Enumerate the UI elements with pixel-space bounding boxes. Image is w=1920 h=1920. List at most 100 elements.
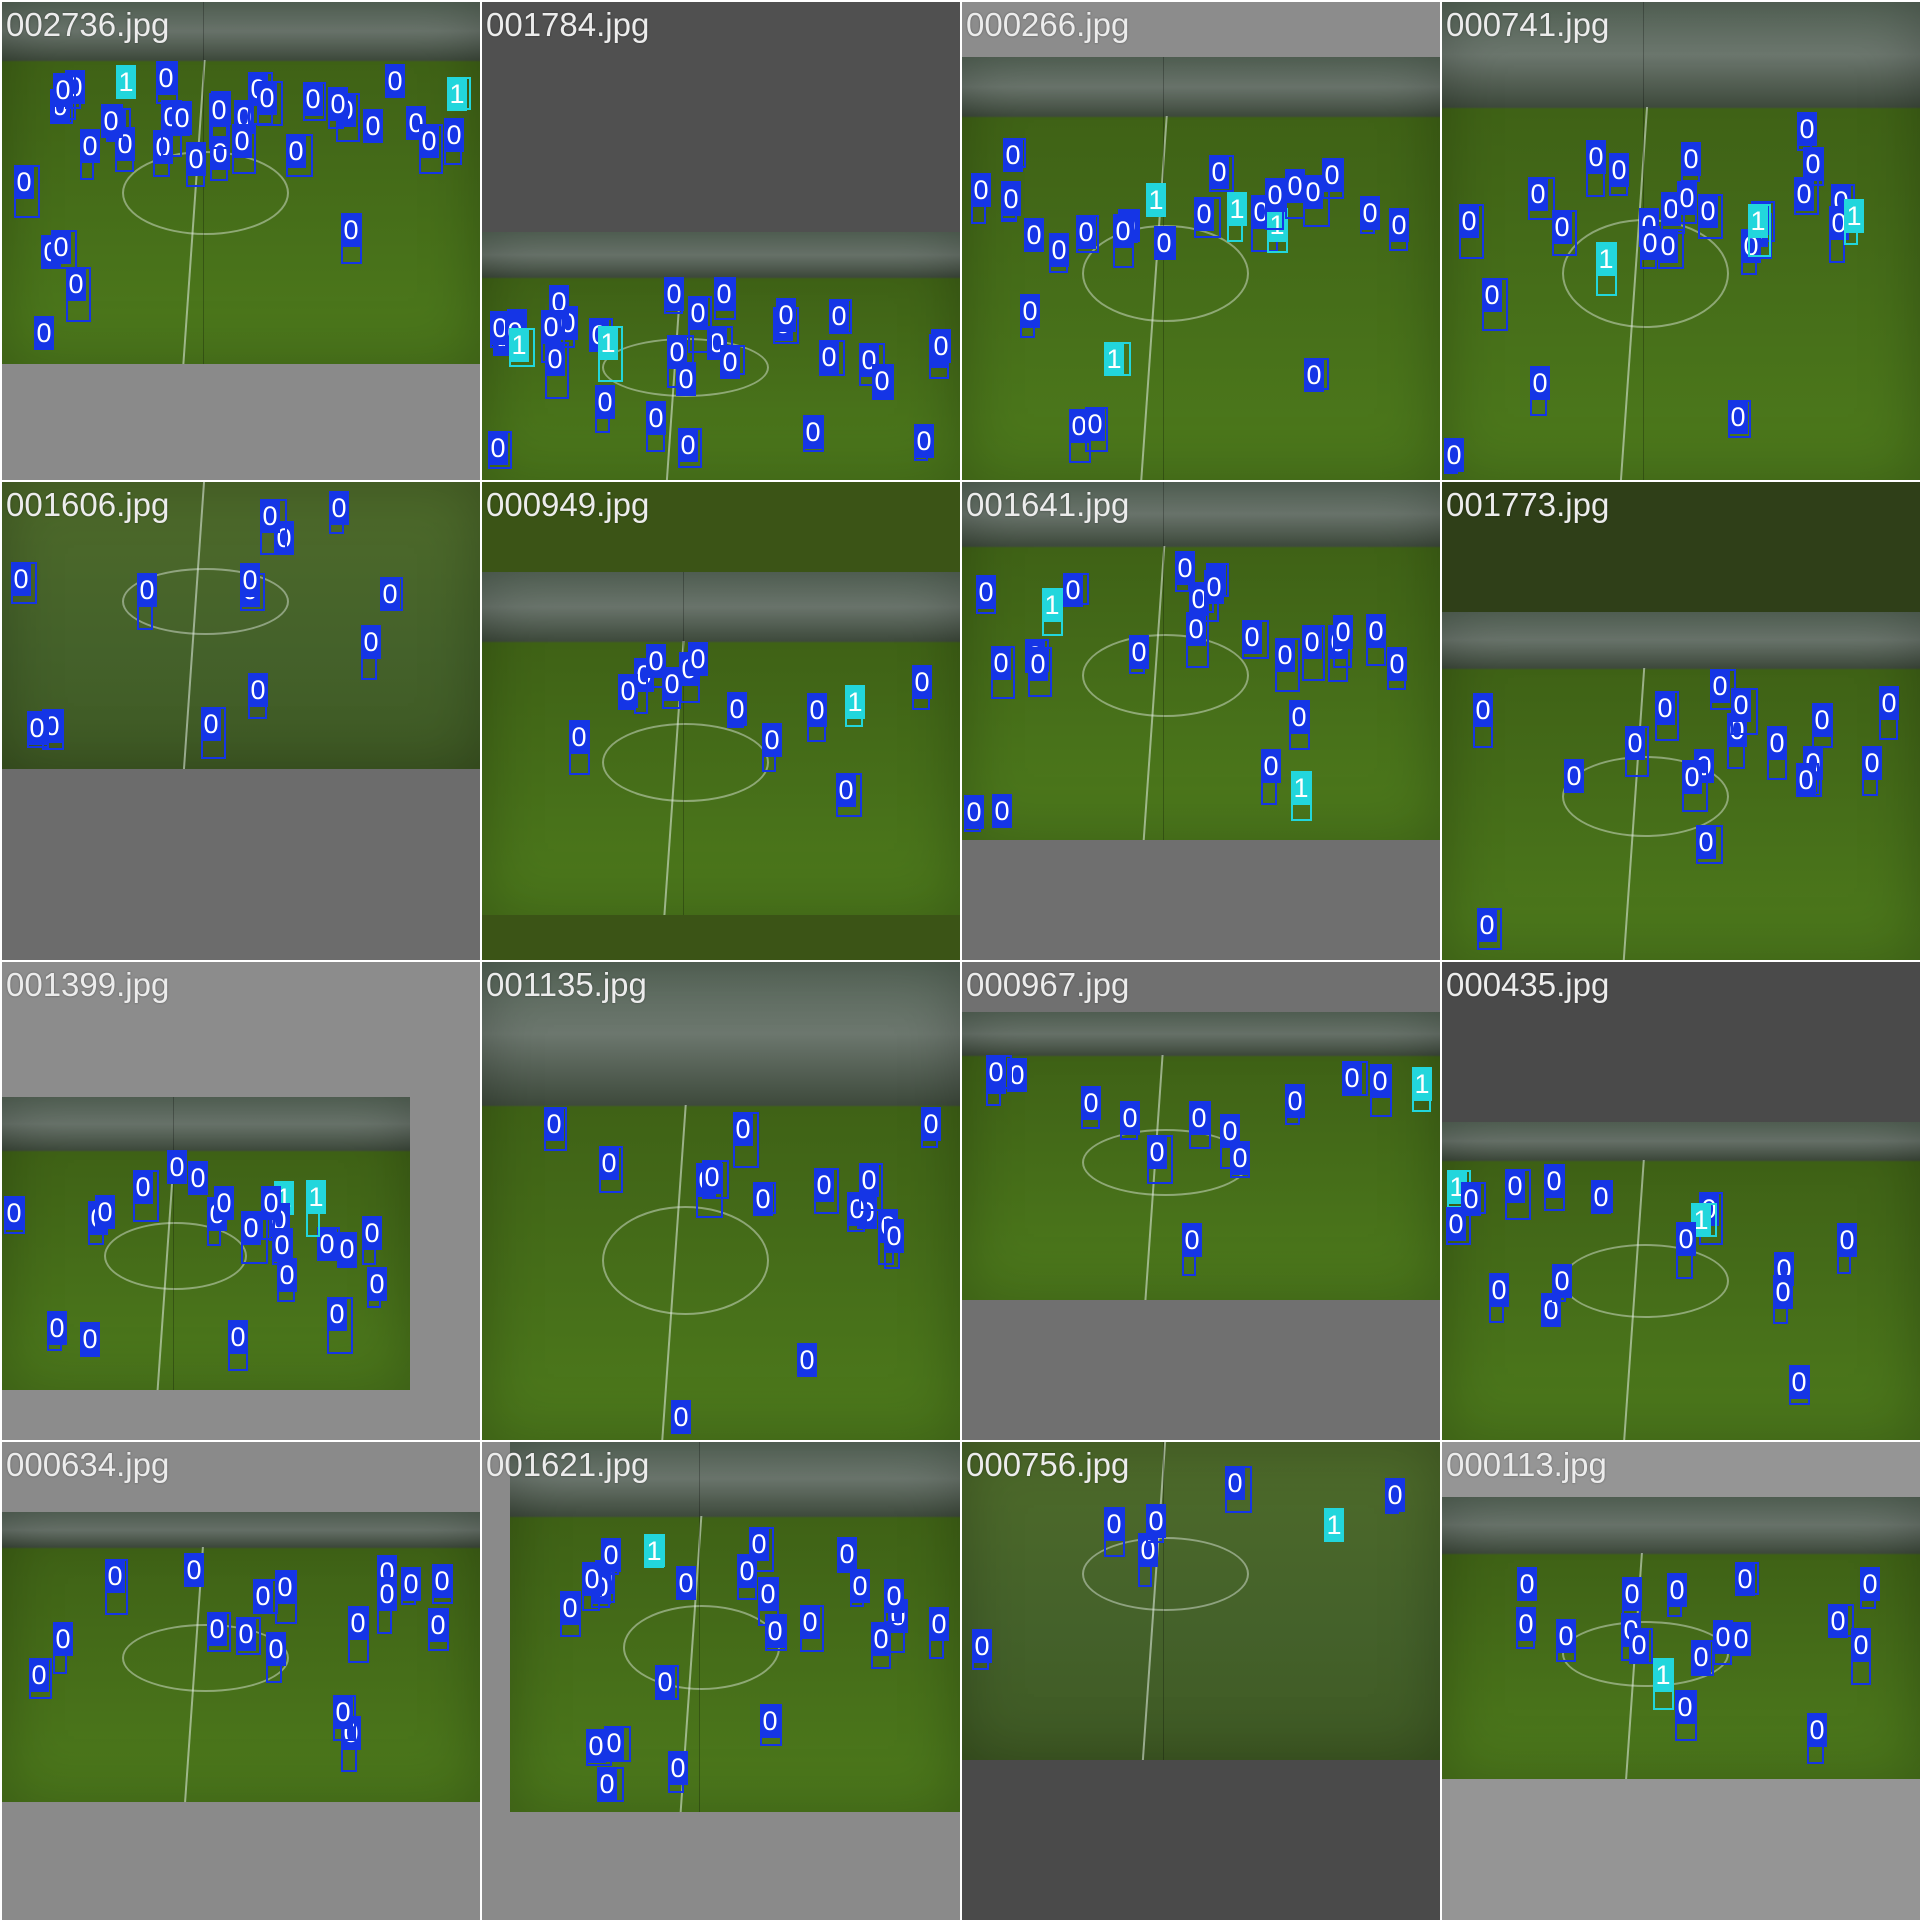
detection-class-label: 0 — [1444, 438, 1464, 472]
tile-4: 000000000100000000010000001 000741.jpg — [1442, 2, 1920, 480]
detection-class-label: 0 — [236, 1617, 256, 1651]
detection-box-class-0: 0 — [11, 562, 37, 604]
detection-class-label: 0 — [1154, 226, 1174, 260]
detection-box-class-1: 1 — [509, 328, 535, 367]
detection-class-label: 0 — [1735, 1562, 1755, 1596]
detection-class-label: 0 — [586, 1729, 606, 1763]
detection-class-label: 0 — [803, 415, 823, 449]
detection-class-label: 0 — [367, 1267, 387, 1301]
detection-class-label: 0 — [992, 794, 1012, 828]
detection-class-label: 0 — [702, 1160, 722, 1194]
detection-class-label: 0 — [1333, 615, 1353, 649]
mosaic-seam — [699, 1442, 700, 1812]
detection-box-class-0: 0 — [819, 340, 845, 376]
detection-box-class-0: 0 — [829, 299, 852, 334]
detection-box-class-0: 0 — [676, 362, 696, 396]
detection-class-label: 0 — [884, 1219, 904, 1253]
detection-box-class-0: 0 — [228, 1320, 248, 1371]
detection-box-class-1: 1 — [1042, 588, 1063, 636]
detection-box-class-0: 0 — [1003, 138, 1026, 172]
detection-class-label: 1 — [1844, 199, 1864, 233]
detection-class-label: 0 — [604, 1726, 624, 1760]
detection-class-label: 0 — [964, 795, 984, 829]
detection-class-label: 0 — [760, 1704, 780, 1738]
detection-class-label: 0 — [1342, 1061, 1362, 1095]
detection-class-label: 1 — [1324, 1508, 1344, 1542]
detection-box-class-0: 0 — [1812, 703, 1833, 748]
detection-class-label: 0 — [1667, 1573, 1687, 1607]
detection-class-label: 0 — [676, 362, 696, 396]
detection-class-label: 0 — [275, 1570, 295, 1604]
detection-box-class-0: 0 — [1302, 625, 1325, 681]
detection-class-label: 0 — [1220, 1114, 1240, 1148]
detection-box-class-0: 0 — [655, 1665, 679, 1700]
detection-class-label: 0 — [1828, 1604, 1848, 1638]
detection-class-label: 0 — [14, 165, 34, 199]
detection-box-class-0: 0 — [66, 267, 91, 322]
detection-box-class-0: 0 — [807, 693, 827, 742]
detection-box-class-0: 0 — [1676, 1222, 1696, 1279]
detection-box-class-1: 1 — [1447, 1170, 1471, 1208]
detection-class-label: 0 — [976, 575, 996, 609]
detection-box-class-0: 0 — [137, 573, 157, 630]
detection-box-class-1: 1 — [1596, 242, 1617, 296]
detection-box-class-0: 0 — [1731, 1622, 1751, 1656]
detection-box-class-0: 0 — [1477, 908, 1502, 950]
tile-filename: 001399.jpg — [6, 966, 170, 1003]
detection-class-label: 0 — [210, 136, 230, 170]
detection-box-class-1: 1 — [1691, 1203, 1717, 1237]
detection-class-label: 0 — [1129, 635, 1149, 669]
detection-class-label: 0 — [884, 1579, 904, 1613]
detection-class-label: 0 — [428, 1608, 448, 1642]
detection-class-label: 1 — [1291, 771, 1311, 805]
detection-class-label: 0 — [597, 1767, 617, 1801]
detection-box-class-0: 0 — [1147, 1135, 1173, 1184]
detection-class-label: 0 — [1528, 177, 1548, 211]
detection-class-label: 0 — [1767, 726, 1787, 760]
detection-box-class-0: 0 — [53, 73, 76, 120]
detection-class-label: 1 — [644, 1534, 664, 1568]
detection-box-class-0: 0 — [931, 329, 951, 363]
tile-filename: 000435.jpg — [1446, 966, 1610, 1003]
detection-box-class-0: 0 — [1366, 614, 1386, 666]
detection-class-label: 0 — [1505, 1169, 1525, 1203]
tile-filename: 001135.jpg — [486, 966, 647, 1003]
detection-class-label: 0 — [569, 720, 589, 754]
detection-class-label: 0 — [1146, 1504, 1166, 1538]
detection-class-label: 1 — [447, 77, 467, 111]
detection-class-label: 0 — [1020, 294, 1040, 328]
detection-class-label: 0 — [272, 1228, 292, 1262]
detection-box-class-0: 0 — [544, 1107, 567, 1151]
center-circle — [1562, 756, 1729, 837]
detection-class-label: 0 — [655, 1665, 675, 1699]
detection-class-label: 0 — [385, 64, 405, 98]
detection-box-class-0: 0 — [727, 692, 747, 728]
detection-class-label: 0 — [618, 674, 638, 708]
detection-class-label: 0 — [1007, 1058, 1027, 1092]
detection-box-class-0: 0 — [1773, 1275, 1793, 1324]
detection-class-label: 0 — [1698, 194, 1718, 228]
detection-class-label: 0 — [228, 1320, 248, 1354]
detection-class-label: 0 — [1147, 1135, 1167, 1169]
detection-box-class-1: 1 — [116, 65, 136, 99]
tile-14: 000000100000000000000000 001621.jpg — [482, 1442, 960, 1920]
detection-class-label: 0 — [80, 129, 100, 163]
detection-class-label: 0 — [1085, 407, 1105, 441]
detection-class-label: 0 — [929, 1607, 949, 1641]
tile-2: 00000010000000000000000010000000 001784.… — [482, 2, 960, 480]
detection-class-label: 0 — [172, 101, 192, 135]
detection-box-class-0: 0 — [733, 1112, 759, 1168]
detection-box-class-0: 0 — [1186, 612, 1209, 668]
detection-box-class-0: 0 — [1828, 1604, 1854, 1638]
detection-class-label: 0 — [582, 1562, 602, 1596]
detection-class-label: 0 — [260, 499, 280, 533]
detection-class-label: 0 — [1677, 181, 1697, 215]
tile-filename: 000741.jpg — [1446, 6, 1610, 43]
detection-class-label: 0 — [1731, 1622, 1751, 1656]
detection-box-class-0: 0 — [992, 794, 1012, 828]
detection-class-label: 1 — [598, 326, 618, 360]
detection-box-class-0: 0 — [101, 104, 123, 138]
